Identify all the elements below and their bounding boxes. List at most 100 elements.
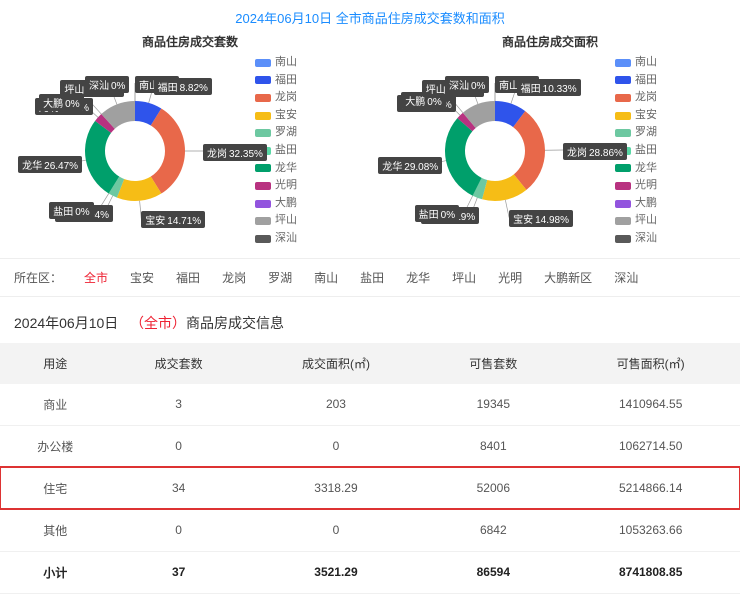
chart-left: 商品住房成交套数 南山0%福田8.82%龙岗32.35%宝安14.71%罗湖2.… [15, 33, 365, 248]
legend-label: 龙华 [635, 160, 657, 178]
legend-item: 龙岗 [255, 89, 297, 107]
legend-item: 罗湖 [255, 124, 297, 142]
table-col-header: 可售面积(㎡) [561, 343, 740, 384]
table-col-header: 成交套数 [111, 343, 247, 384]
table-cell: 1062714.50 [561, 425, 740, 467]
table-cell: 37 [111, 551, 247, 593]
region-item[interactable]: 罗湖 [268, 271, 292, 285]
donut-right: 南山0%福田10.33%龙岗28.86%宝安14.98%罗湖3.19%盐田0%龙… [375, 61, 615, 241]
legend-swatch [615, 164, 631, 172]
region-item[interactable]: 深汕 [614, 271, 638, 285]
table-cell: 203 [247, 384, 426, 426]
region-item[interactable]: 全市 [84, 271, 108, 285]
table-title-scope: （全市） [130, 315, 186, 331]
region-item[interactable]: 龙华 [406, 271, 430, 285]
table-cell: 小计 [0, 551, 111, 593]
table-cell: 1053263.66 [561, 509, 740, 551]
legend-swatch [255, 59, 271, 67]
legend-item: 深汕 [255, 230, 297, 248]
slice-label: 龙华26.47% [18, 156, 82, 173]
legend-label: 龙岗 [275, 89, 297, 107]
legend-swatch [255, 76, 271, 84]
table-title-date: 2024年06月10日 [14, 315, 118, 331]
table-cell: 0 [247, 509, 426, 551]
region-item[interactable]: 龙岗 [222, 271, 246, 285]
legend-swatch [615, 235, 631, 243]
legend-label: 宝安 [635, 107, 657, 125]
legend-item: 福田 [255, 72, 297, 90]
table-row: 住宅343318.29520065214866.14 [0, 467, 740, 509]
slice-label: 福田8.82% [154, 78, 212, 95]
legend-label: 深汕 [275, 230, 297, 248]
legend-item: 宝安 [255, 107, 297, 125]
table-title-rest: 商品房成交信息 [186, 315, 284, 331]
legend-swatch [255, 182, 271, 190]
legend-swatch [615, 182, 631, 190]
slice-label: 龙岗32.35% [203, 144, 267, 161]
table-cell: 6842 [425, 509, 561, 551]
legend-swatch [255, 235, 271, 243]
table-cell: 5214866.14 [561, 467, 740, 509]
region-item[interactable]: 福田 [176, 271, 200, 285]
legend-swatch [615, 129, 631, 137]
region-item[interactable]: 南山 [314, 271, 338, 285]
donut-slice [85, 121, 119, 194]
table-cell: 3521.29 [247, 551, 426, 593]
chart-right: 商品住房成交面积 南山0%福田10.33%龙岗28.86%宝安14.98%罗湖3… [375, 33, 725, 248]
table-cell: 34 [111, 467, 247, 509]
legend-item: 大鹏 [615, 195, 657, 213]
legend-label: 南山 [275, 54, 297, 72]
legend-item: 龙岗 [615, 89, 657, 107]
table-cell: 8741808.85 [561, 551, 740, 593]
legend-label: 光明 [275, 177, 297, 195]
region-bar: 所在区： 全市 宝安 福田 龙岗 罗湖 南山 盐田 龙华 坪山 光明 大鹏新区 深汕 [0, 258, 740, 297]
slice-label: 龙华29.08% [378, 157, 442, 174]
legend-item: 大鹏 [255, 195, 297, 213]
table-row: 办公楼0084011062714.50 [0, 425, 740, 467]
legend-label: 罗湖 [635, 124, 657, 142]
region-item[interactable]: 坪山 [452, 271, 476, 285]
table-row: 其他0068421053263.66 [0, 509, 740, 551]
table-cell: 0 [111, 425, 247, 467]
slice-label: 盐田0% [49, 202, 93, 219]
charts-row: 商品住房成交套数 南山0%福田8.82%龙岗32.35%宝安14.71%罗湖2.… [0, 33, 740, 258]
legend-label: 坪山 [635, 212, 657, 230]
table-cell: 19345 [425, 384, 561, 426]
table-cell: 商业 [0, 384, 111, 426]
legend-item: 南山 [255, 54, 297, 72]
legend-item: 宝安 [615, 107, 657, 125]
data-table: 用途成交套数成交面积(㎡)可售套数可售面积(㎡) 商业3203193451410… [0, 343, 740, 594]
legend-label: 大鹏 [635, 195, 657, 213]
chart-right-title: 商品住房成交面积 [375, 33, 725, 50]
legend-swatch [615, 217, 631, 225]
slice-label: 盐田0% [415, 205, 459, 222]
region-label: 所在区： [14, 271, 62, 285]
legend-label: 南山 [635, 54, 657, 72]
legend-swatch [255, 164, 271, 172]
table-row: 小计373521.29865948741808.85 [0, 551, 740, 593]
table-col-header: 用途 [0, 343, 111, 384]
legend-item: 南山 [615, 54, 657, 72]
legend-label: 光明 [635, 177, 657, 195]
legend-swatch [255, 217, 271, 225]
region-item[interactable]: 光明 [498, 271, 522, 285]
table-cell: 3 [111, 384, 247, 426]
legend-label: 盐田 [635, 142, 657, 160]
table-title: 2024年06月10日 （全市）商品房成交信息 [0, 297, 740, 343]
region-item[interactable]: 盐田 [360, 271, 384, 285]
region-item[interactable]: 大鹏新区 [544, 271, 592, 285]
legend-item: 光明 [615, 177, 657, 195]
legend-label: 罗湖 [275, 124, 297, 142]
region-item[interactable]: 宝安 [130, 271, 154, 285]
legend-label: 龙岗 [635, 89, 657, 107]
legend-swatch [255, 112, 271, 120]
donut-slice [513, 111, 545, 190]
table-cell: 86594 [425, 551, 561, 593]
legend-item: 龙华 [615, 160, 657, 178]
slice-label: 福田10.33% [517, 79, 581, 96]
legend-item: 光明 [255, 177, 297, 195]
legend-item: 福田 [615, 72, 657, 90]
slice-label: 深汕0% [445, 76, 489, 93]
table-body: 商业3203193451410964.55办公楼0084011062714.50… [0, 384, 740, 594]
legend-swatch [255, 200, 271, 208]
